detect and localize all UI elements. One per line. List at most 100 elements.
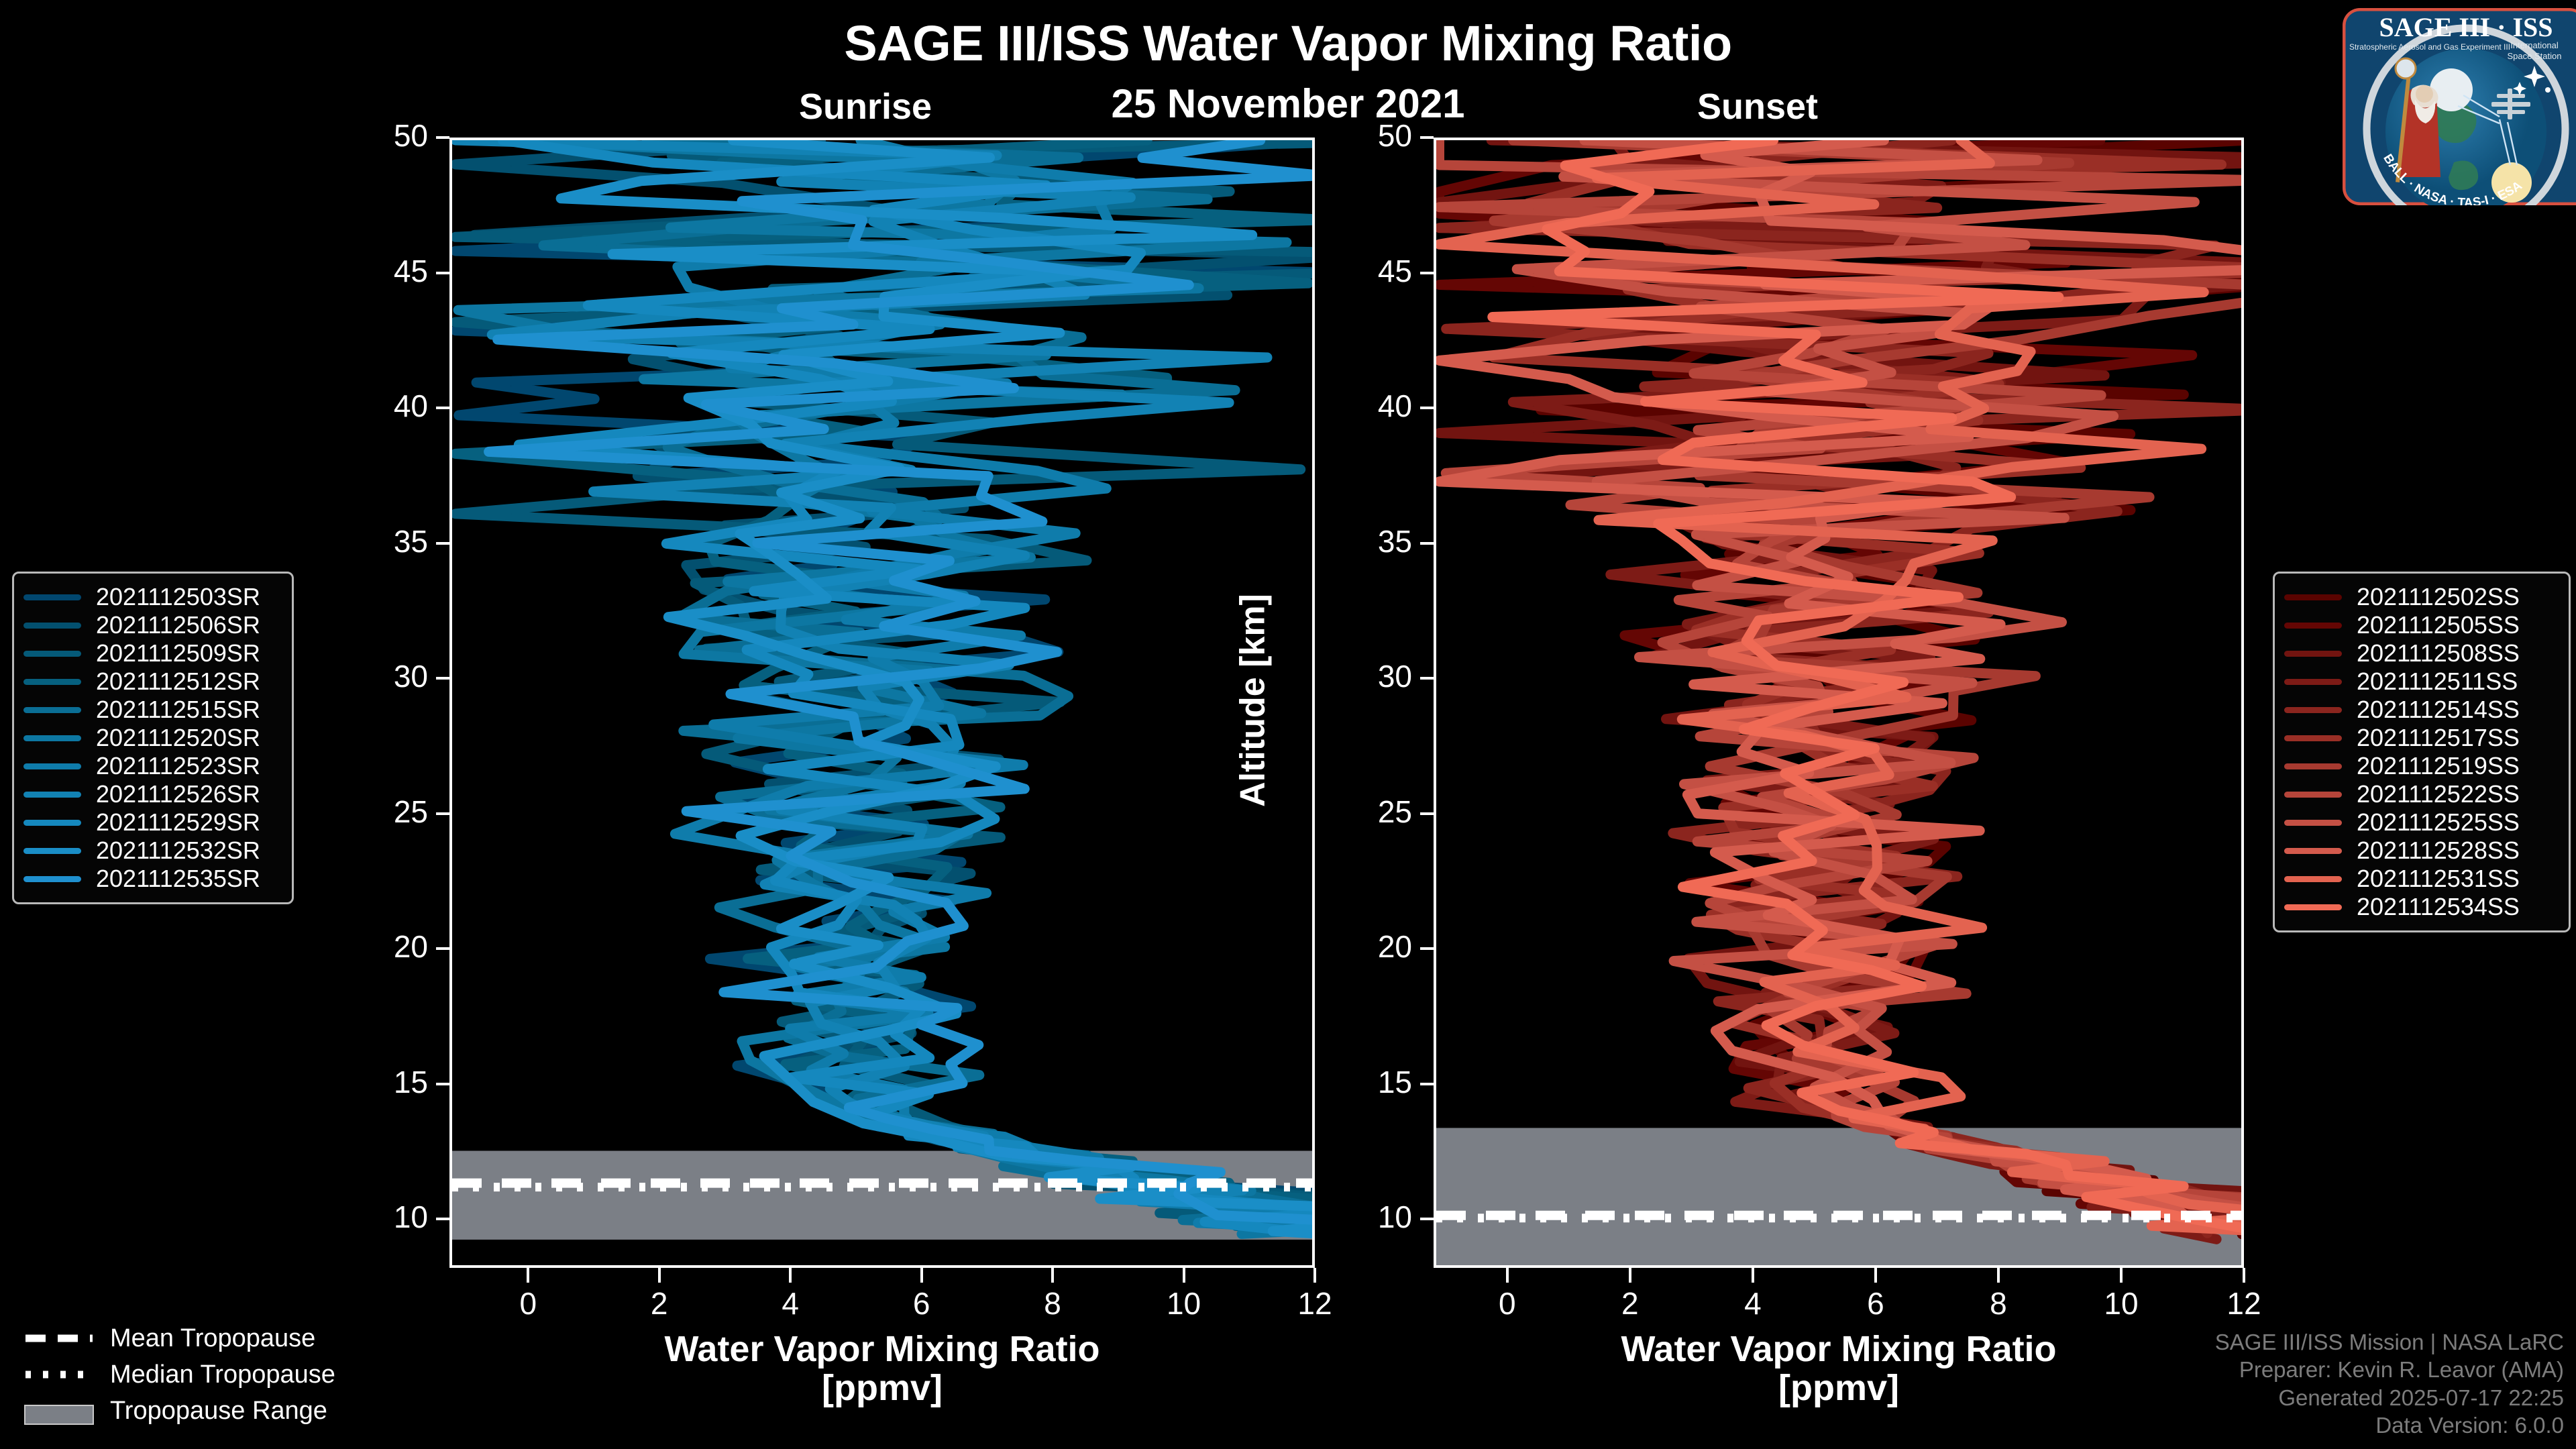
x-tick-label: 4 [1744,1286,1762,1321]
legend-item-label: 2021112517SS [2357,724,2520,751]
legend-item[interactable]: 2021112508SS [2284,639,2558,667]
legend-color-swatch [2284,904,2342,910]
y-tick-label: 15 [1377,1064,1412,1099]
legend-color-swatch [23,735,81,741]
x-tick-label: 6 [1867,1286,1884,1321]
legend-color-swatch [2284,622,2342,629]
svg-text:International: International [2510,40,2559,50]
sunrise-panel-title: Sunrise [798,87,932,127]
legend-item[interactable]: 2021112535SR [23,865,281,893]
x-tick-mark [1051,1268,1055,1283]
y-tick-label: 40 [393,388,428,424]
x-tick-mark [657,1268,661,1283]
y-tick-label: 45 [1377,253,1412,288]
x-tick-label: 10 [1166,1286,1201,1321]
legend-item[interactable]: 2021112529SR [23,808,281,837]
y-tick-mark [436,812,449,815]
legend-color-swatch [2284,594,2342,600]
legend-item-label: 2021112525SS [2357,808,2520,836]
y-tick-label: 10 [393,1199,428,1235]
legend-item-label: 2021112528SS [2357,837,2520,864]
legend-item-label: 2021112523SR [96,752,260,780]
legend-color-swatch [2284,678,2342,685]
legend-item[interactable]: 2021112514SS [2284,696,2558,724]
y-tick-mark [436,1082,449,1085]
legend-item[interactable]: 2021112526SR [23,780,281,808]
legend-color-swatch [2284,875,2342,882]
y-tick-mark [1420,271,1434,274]
legend-item-label: 2021112532SR [96,837,260,864]
profile-line [484,140,1312,1225]
legend-color-swatch [2284,763,2342,769]
x-tick-mark [789,1268,792,1283]
x-tick-label: 12 [2226,1286,2261,1321]
x-tick-mark [527,1268,530,1283]
x-tick-mark [1751,1268,1754,1283]
sage-iii-iss-logo: SAGE III · ISS Stratospheric Aerosol and… [2298,4,2576,207]
x-tick-label: 10 [2104,1286,2139,1321]
page-subtitle-date: 25 November 2021 [1111,81,1465,126]
y-tick-mark [436,947,449,951]
y-tick-label: 25 [393,794,428,829]
patch-key-icon [24,1403,94,1425]
credits-line: Data Version: 6.0.0 [2375,1413,2564,1438]
legend-color-swatch [23,650,81,657]
sunrise-legend[interactable]: 2021112503SR 2021112506SR 2021112509SR 2021… [12,572,294,904]
y-tick-mark [1420,1218,1434,1221]
y-tick-mark [1420,812,1434,815]
legend-color-swatch [2284,819,2342,826]
legend-item[interactable]: 2021112505SS [2284,611,2558,639]
legend-item-label: 2021112508SS [2357,639,2520,667]
legend-item[interactable]: 2021112528SS [2284,837,2558,865]
credits-block: SAGE III/ISS Mission | NASA LaRC Preparer… [2215,1328,2564,1440]
y-tick-mark [436,1218,449,1221]
legend-item[interactable]: 2021112502SS [2284,583,2558,611]
x-axis-label: Water Vapor Mixing Ratio [ppmv] [664,1329,1100,1409]
legend-item[interactable]: 2021112532SR [23,837,281,865]
dotted-key-icon [24,1367,94,1382]
page-title: SAGE III/ISS Water Vapor Mixing Ratio [844,15,1732,71]
legend-color-swatch [23,622,81,629]
legend-item-label: 2021112509SR [96,639,260,667]
legend-item[interactable]: 2021112515SR [23,696,281,724]
legend-item[interactable]: 2021112519SS [2284,752,2558,780]
y-tick-label: 15 [393,1064,428,1099]
x-tick-mark [1182,1268,1185,1283]
legend-item[interactable]: 2021112509SR [23,639,281,667]
legend-item[interactable]: 2021112534SS [2284,893,2558,921]
sunset-legend[interactable]: 2021112502SS 2021112505SS 2021112508SS 2021… [2273,572,2571,932]
legend-item[interactable]: 2021112525SS [2284,808,2558,837]
profile-line [555,140,1312,1239]
legend-item[interactable]: 2021112522SS [2284,780,2558,808]
legend-color-swatch [2284,847,2342,854]
legend-item[interactable]: 2021112503SR [23,583,281,611]
legend-item[interactable]: 2021112520SR [23,724,281,752]
x-tick-mark [2119,1268,2123,1283]
legend-item[interactable]: 2021112511SS [2284,667,2558,696]
x-axis-label: Water Vapor Mixing Ratio [ppmv] [1621,1329,2057,1409]
y-tick-label: 45 [393,253,428,288]
legend-color-swatch [23,594,81,600]
y-tick-label: 35 [1377,523,1412,559]
y-tick-mark [1420,677,1434,680]
y-tick-label: 10 [1377,1199,1412,1235]
tropopause-legend-label: Tropopause Range [110,1396,327,1425]
legend-item-label: 2021112503SR [96,583,260,610]
legend-item[interactable]: 2021112523SR [23,752,281,780]
legend-item-label: 2021112534SS [2357,893,2520,920]
legend-item[interactable]: 2021112517SS [2284,724,2558,752]
tropopause-legend-item: Tropopause Range [24,1393,335,1429]
legend-color-swatch [2284,791,2342,798]
legend-item-label: 2021112512SR [96,667,260,695]
legend-item[interactable]: 2021112531SS [2284,865,2558,893]
logo-title: SAGE III · ISS [2379,12,2553,42]
legend-item[interactable]: 2021112506SR [23,611,281,639]
x-tick-label: 8 [1044,1286,1061,1321]
tropopause-legend-label: Median Tropopause [110,1360,335,1389]
y-tick-mark [436,677,449,680]
credits-line: Preparer: Kevin R. Leavor (AMA) [2239,1357,2564,1383]
y-tick-label: 30 [393,659,428,694]
legend-item[interactable]: 2021112512SR [23,667,281,696]
legend-color-swatch [2284,735,2342,741]
